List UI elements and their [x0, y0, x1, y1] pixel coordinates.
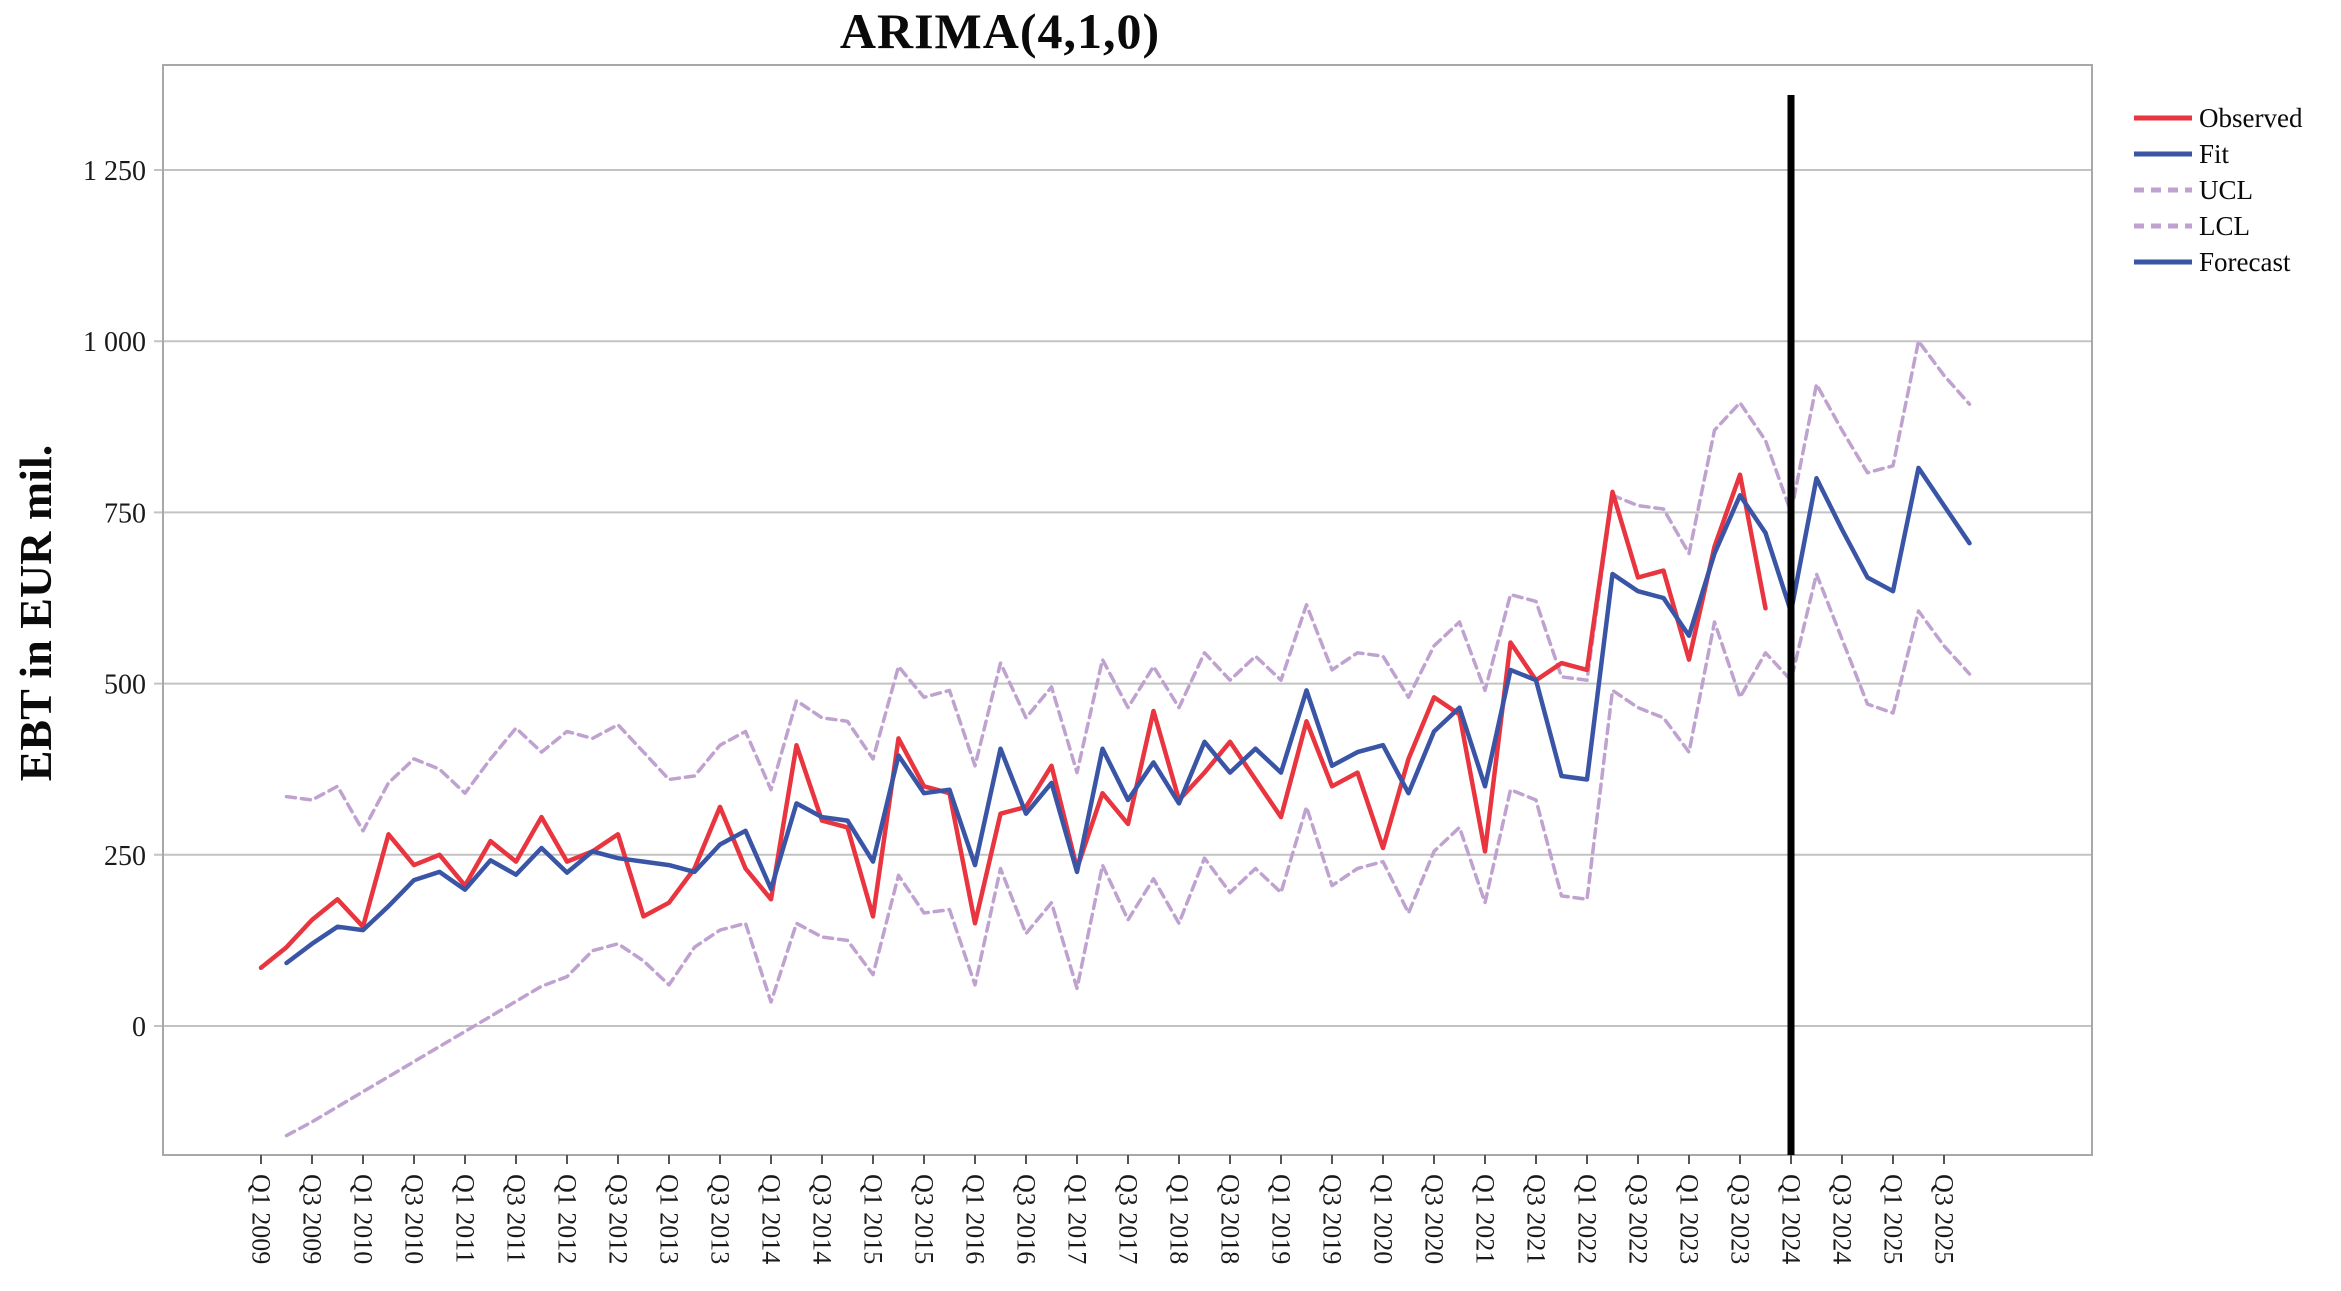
fit-line	[284, 493, 1768, 966]
x-tick-label: Q3 2016	[1012, 1174, 1041, 1264]
chart-title: ARIMA(4,1,0)	[839, 3, 1161, 59]
legend-label-forecast: Forecast	[2199, 247, 2291, 277]
x-tick-label: Q3 2025	[1930, 1174, 1959, 1264]
x-tick-label: Q1 2025	[1879, 1174, 1908, 1264]
x-tick-label: Q1 2014	[757, 1174, 786, 1264]
plot-frame	[162, 64, 2093, 1156]
x-tick-label: Q1 2013	[655, 1174, 684, 1264]
x-tick-label: Q3 2013	[706, 1174, 735, 1264]
legend-label-ucl: UCL	[2199, 175, 2253, 205]
lcl-line	[284, 572, 1972, 1138]
x-tick-label: Q3 2010	[400, 1174, 429, 1264]
x-tick-label: Q1 2019	[1267, 1174, 1296, 1264]
x-tick-label: Q1 2021	[1471, 1174, 1500, 1264]
x-tick-label: Q3 2018	[1216, 1174, 1245, 1264]
x-tick-label: Q1 2016	[961, 1174, 990, 1264]
x-tick-label: Q1 2020	[1369, 1174, 1398, 1264]
x-tick-label: Q1 2018	[1165, 1174, 1194, 1264]
x-tick-label: Q3 2011	[502, 1174, 531, 1263]
x-tick-label: Q3 2017	[1114, 1174, 1143, 1264]
x-tick-label: Q1 2010	[349, 1174, 378, 1264]
forecast-line	[1763, 465, 1972, 614]
x-tick-label: Q3 2022	[1624, 1174, 1653, 1264]
x-tick-label: Q1 2012	[553, 1174, 582, 1264]
x-tick-label: Q1 2022	[1573, 1174, 1602, 1264]
y-tick-label: 1 000	[83, 327, 146, 358]
legend-label-observed: Observed	[2199, 103, 2303, 133]
x-tick-label: Q3 2014	[808, 1174, 837, 1264]
x-tick-label: Q3 2020	[1420, 1174, 1449, 1264]
x-tick-label: Q1 2017	[1063, 1174, 1092, 1264]
x-tick-label: Q1 2015	[859, 1174, 888, 1264]
legend-label-lcl: LCL	[2199, 211, 2250, 241]
legend: Observed Fit UCL LCL Forecast	[2134, 103, 2303, 277]
y-tick-label: 500	[104, 670, 146, 701]
x-tick-label: Q3 2021	[1522, 1174, 1551, 1264]
y-tick-label: 0	[132, 1012, 146, 1043]
x-tick-label: Q1 2024	[1777, 1174, 1806, 1264]
y-tick-label: 250	[104, 841, 146, 872]
x-tick-label: Q1 2011	[451, 1174, 480, 1263]
observed-line	[258, 472, 1768, 971]
x-tick-label: Q1 2023	[1675, 1174, 1704, 1264]
y-tick-label: 750	[104, 498, 146, 529]
x-tick-label: Q3 2009	[298, 1174, 327, 1264]
x-tick-label: Q3 2012	[604, 1174, 633, 1264]
ucl-line	[284, 339, 1972, 833]
y-tick-label: 1 250	[83, 156, 146, 187]
x-tick-label: Q3 2019	[1318, 1174, 1347, 1264]
x-tick-label: Q3 2015	[910, 1174, 939, 1264]
x-tick-label: Q3 2023	[1726, 1174, 1755, 1264]
x-tick-label: Q1 2009	[247, 1174, 276, 1264]
legend-label-fit: Fit	[2199, 139, 2230, 169]
x-tick-label: Q3 2024	[1828, 1174, 1857, 1264]
